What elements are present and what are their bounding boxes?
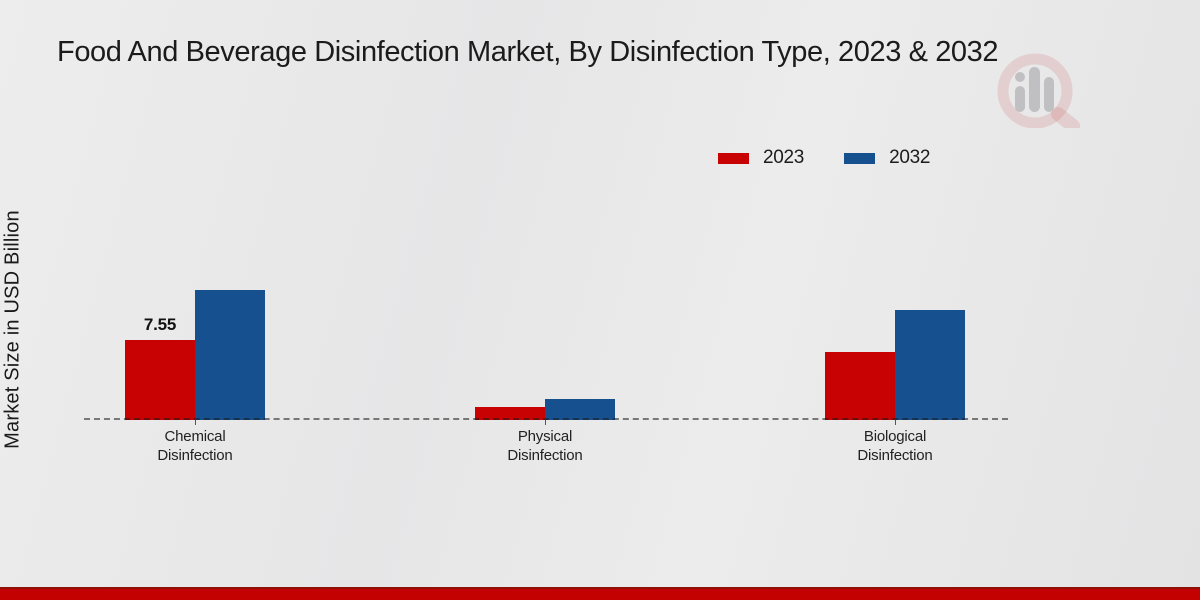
bar-2023-biological-disinfection xyxy=(825,352,895,420)
bar-2032-biological-disinfection xyxy=(895,310,965,420)
x-axis-tick xyxy=(195,420,196,425)
chart-title: Food And Beverage Disinfection Market, B… xyxy=(57,36,999,68)
category-label-biological-disinfection: Biological Disinfection xyxy=(857,428,933,464)
legend-item-2023: 2023 xyxy=(718,147,804,169)
y-axis-label: Market Size in USD Billion xyxy=(1,210,24,449)
legend-swatch-2023 xyxy=(718,152,749,164)
legend-item-2032: 2032 xyxy=(844,147,930,169)
footer-stripe xyxy=(0,587,1200,600)
legend-label: 2032 xyxy=(889,147,931,168)
bar-2032-physical-disinfection xyxy=(545,399,615,420)
legend-swatch-2032 xyxy=(844,152,876,164)
magnifier-bar-chart-logo-icon xyxy=(993,50,1089,133)
zero-baseline xyxy=(84,418,1008,420)
x-axis-tick xyxy=(895,420,896,425)
legend-label: 2023 xyxy=(763,147,805,168)
bar-value-label: 7.55 xyxy=(143,315,177,334)
x-axis-tick xyxy=(545,420,546,425)
bar-2023-physical-disinfection xyxy=(475,407,545,420)
bar-2023-chemical-disinfection xyxy=(125,340,195,420)
bar-2032-chemical-disinfection xyxy=(195,290,265,420)
category-label-physical-disinfection: Physical Disinfection xyxy=(507,428,583,464)
category-label-chemical-disinfection: Chemical Disinfection xyxy=(157,428,233,464)
legend: 2023 2032 xyxy=(718,147,930,169)
